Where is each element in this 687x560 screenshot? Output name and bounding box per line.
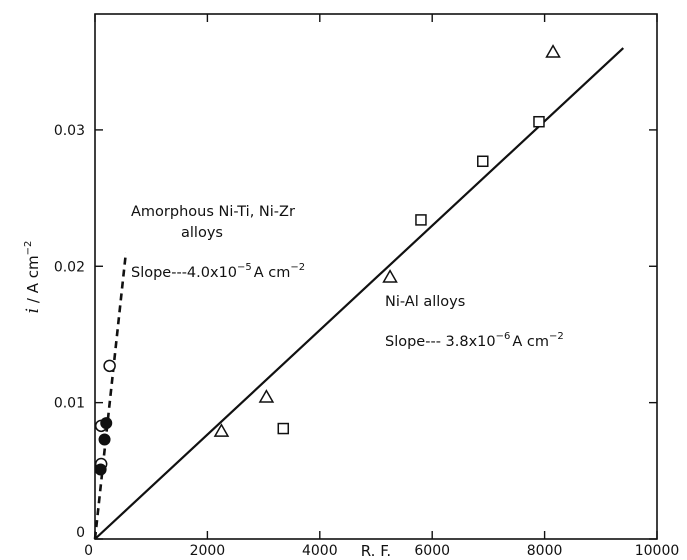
y-tick-label: 0.01 [54,396,85,412]
nial-slope-unit: A cm [512,334,549,350]
y-axis-title: i / A cm−2 [23,241,43,314]
annotation-nial-title: Ni-Al alloys [385,294,465,310]
y-axis-unit: / A cm [24,255,42,307]
x-axis-title: R. F. [361,542,391,560]
amorphous-slope-unit-exponent: −2 [290,262,305,273]
nial-slope-exponent: −6 [496,331,511,342]
x-tick-label: 6000 [414,543,450,559]
point-open-square [415,214,427,226]
point-filled-circle [100,417,113,430]
y-tick-label: 0.03 [54,123,85,139]
x-tick-label: 8000 [527,543,563,559]
y-axis-unit-exponent: −2 [23,241,34,256]
data-points [94,44,561,476]
point-open-triangle [213,423,230,437]
point-open-square [277,422,290,435]
point-filled-circle [98,433,111,446]
point-open-square [477,155,489,168]
annotation-amorphous-slope: Slope---4.0x10−5 A cm−2 [131,262,305,281]
point-open-triangle [545,44,561,58]
nial-slope-unit-exponent: −2 [549,331,564,342]
point-open-circle [103,359,116,373]
fit-line-solid [94,47,625,540]
annotation-amorphous-title-line2: alloys [181,225,223,241]
fit-line-dashed [93,252,128,540]
x-tick-label: 0 [84,543,93,559]
y-axis-symbol: i [23,308,43,313]
point-filled-circle [94,463,107,476]
x-tick-label: 2000 [190,543,226,559]
nial-slope-value: Slope--- 3.8x10 [385,334,496,350]
amorphous-slope-value: Slope---4.0x10 [131,265,237,281]
point-open-triangle [382,269,398,283]
amorphous-slope-unit: A cm [254,265,291,281]
point-open-triangle [258,389,275,403]
annotation-nial-slope: Slope--- 3.8x10−6 A cm−2 [385,331,564,350]
plot-frame [94,13,658,540]
y-tick-label: 0.02 [54,259,85,275]
amorphous-slope-exponent: −5 [237,262,252,273]
y-tick-label: 0 [76,525,85,541]
annotation-amorphous-title-line1: Amorphous Ni-Ti, Ni-Zr [131,204,295,220]
x-tick-label: 4000 [302,543,338,559]
x-tick-label: 10000 [635,543,680,559]
point-open-square [533,115,545,128]
axis-tick-labels: 0 2000 4000 6000 8000 10000 0 0.01 0.02 0.03 [54,123,679,559]
fit-lines [93,47,625,540]
